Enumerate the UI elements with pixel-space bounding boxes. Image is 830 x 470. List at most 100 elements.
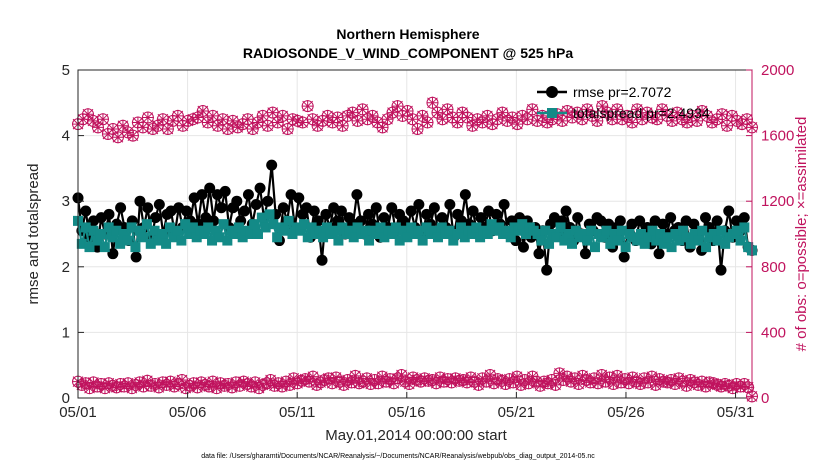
obs_assimilated-point-glyph <box>318 373 331 386</box>
totalspread-point <box>279 225 290 236</box>
obs_top_assimilated-point <box>401 105 414 117</box>
rmse-point <box>459 189 471 201</box>
obs_top_assimilated-point <box>666 114 679 127</box>
y-right-tick-label: 0 <box>761 390 769 407</box>
obs_assimilated-point-glyph <box>595 369 608 382</box>
totalspread-point <box>605 238 616 249</box>
obs_assimilated-point <box>360 372 373 385</box>
obs_top_assimilated-point <box>616 113 629 126</box>
rmse-point <box>533 248 545 260</box>
rmse-point <box>370 202 382 214</box>
obs_assimilated-point-glyph <box>372 377 385 390</box>
obs_top_assimilated-point <box>366 109 379 122</box>
totalspread-point <box>612 235 623 246</box>
totalspread-point <box>570 225 581 236</box>
obs_top_assimilated-point <box>436 113 449 126</box>
totalspread-point <box>586 225 597 236</box>
totalspread-point <box>471 222 482 233</box>
obs_assimilated-point-glyph <box>283 378 296 391</box>
obs_top_assimilated-point <box>271 116 284 129</box>
rmse-point <box>688 218 700 230</box>
totalspread-point <box>639 238 650 249</box>
obs_top_assimilated-point-glyph <box>676 113 689 126</box>
obs_top_assimilated-point <box>471 113 484 126</box>
obs_assimilated-point-glyph <box>561 370 574 383</box>
obs_top_assimilated-point-glyph <box>321 109 334 122</box>
totalspread-point <box>674 235 685 246</box>
obs_top_assimilated-point <box>261 119 274 132</box>
rmse-point <box>316 254 328 266</box>
obs_top_assimilated-point-glyph <box>506 111 519 124</box>
obs_top_assimilated-point <box>476 116 489 129</box>
rmse-point <box>421 208 433 220</box>
obs_assimilated-point <box>437 375 450 388</box>
totalspread-point <box>670 229 681 239</box>
obs_assimilated-point <box>210 382 223 395</box>
totalspread-point <box>344 225 355 236</box>
obs_top_assimilated-point-glyph <box>606 113 619 126</box>
obs_top_assimilated-point <box>96 113 109 126</box>
obs_assimilated-point-glyph <box>410 373 423 386</box>
obs_assimilated-point <box>607 378 620 391</box>
rmse-point <box>665 212 677 224</box>
totalspread-point <box>544 238 555 249</box>
obs_top_assimilated-point-glyph <box>111 131 124 144</box>
obs_assimilated-point-glyph <box>538 375 551 388</box>
obs_assimilated-point <box>449 372 462 385</box>
obs_top_assimilated-point-glyph <box>366 109 379 122</box>
obs_top_assimilated-point-glyph <box>241 113 254 126</box>
totalspread-point <box>302 232 313 243</box>
obs_top_assimilated-point-glyph <box>221 123 234 136</box>
obs_assimilated-point <box>156 376 169 389</box>
totalspread-point <box>651 235 662 246</box>
legend-rmse-marker <box>546 86 558 98</box>
obs_top_assimilated-point <box>86 114 99 127</box>
obs_assimilated-point <box>175 373 188 386</box>
obs_assimilated-point-glyph <box>403 378 416 391</box>
x-tick-label: 05/06 <box>169 404 207 421</box>
obs_assimilated-point <box>703 376 716 389</box>
obs_assimilated-point <box>376 370 389 383</box>
obs_assimilated-point-glyph <box>437 375 450 388</box>
obs_assimilated-point <box>218 379 231 392</box>
obs_assimilated-point <box>152 381 165 394</box>
obs_assimilated-point-glyph <box>376 370 389 383</box>
obs_assimilated-point-glyph <box>545 373 558 386</box>
rmse-point <box>149 212 161 224</box>
totalspread-point <box>130 242 141 253</box>
obs_assimilated-point <box>395 369 408 382</box>
obs_assimilated-point <box>75 378 88 391</box>
obs_assimilated-point <box>591 377 604 390</box>
totalspread-point <box>429 225 440 236</box>
obs_top_assimilated-point-glyph <box>306 113 319 126</box>
totalspread-point <box>168 232 179 243</box>
totalspread-point <box>666 242 677 253</box>
totalspread-point <box>176 235 187 246</box>
obs_assimilated-point <box>472 378 485 391</box>
obs_assimilated-point-glyph <box>152 381 165 394</box>
obs_assimilated-point <box>322 372 335 385</box>
totalspread-point <box>505 232 516 243</box>
obs_assimilated-point-glyph <box>256 378 269 391</box>
rmse-point <box>308 205 320 217</box>
totalspread-point <box>187 222 198 233</box>
obs_top_assimilated-point <box>211 119 224 132</box>
totalspread-point <box>685 238 696 249</box>
obs_assimilated-point <box>622 377 635 390</box>
obs_top_assimilated-point-glyph <box>156 113 169 126</box>
rmse-point <box>80 205 92 217</box>
obs_top_assimilated-point-glyph <box>651 113 664 126</box>
obs_top_assimilated-point <box>411 123 424 136</box>
totalspread-point <box>214 232 225 243</box>
totalspread-point <box>210 225 221 236</box>
totalspread-point <box>536 235 547 246</box>
rmse-point <box>142 202 154 214</box>
obs_top_assimilated-point <box>361 113 374 126</box>
obs_top_assimilated-point-glyph <box>491 113 504 126</box>
obs_top_assimilated-point <box>116 119 129 132</box>
obs_top_assimilated-point-glyph <box>536 109 549 122</box>
x-tick-label: 05/31 <box>717 404 755 421</box>
obs_top_assimilated-point-glyph <box>431 106 444 119</box>
obs_top_assimilated-point-glyph <box>246 123 259 136</box>
obs_assimilated-point <box>164 375 177 388</box>
